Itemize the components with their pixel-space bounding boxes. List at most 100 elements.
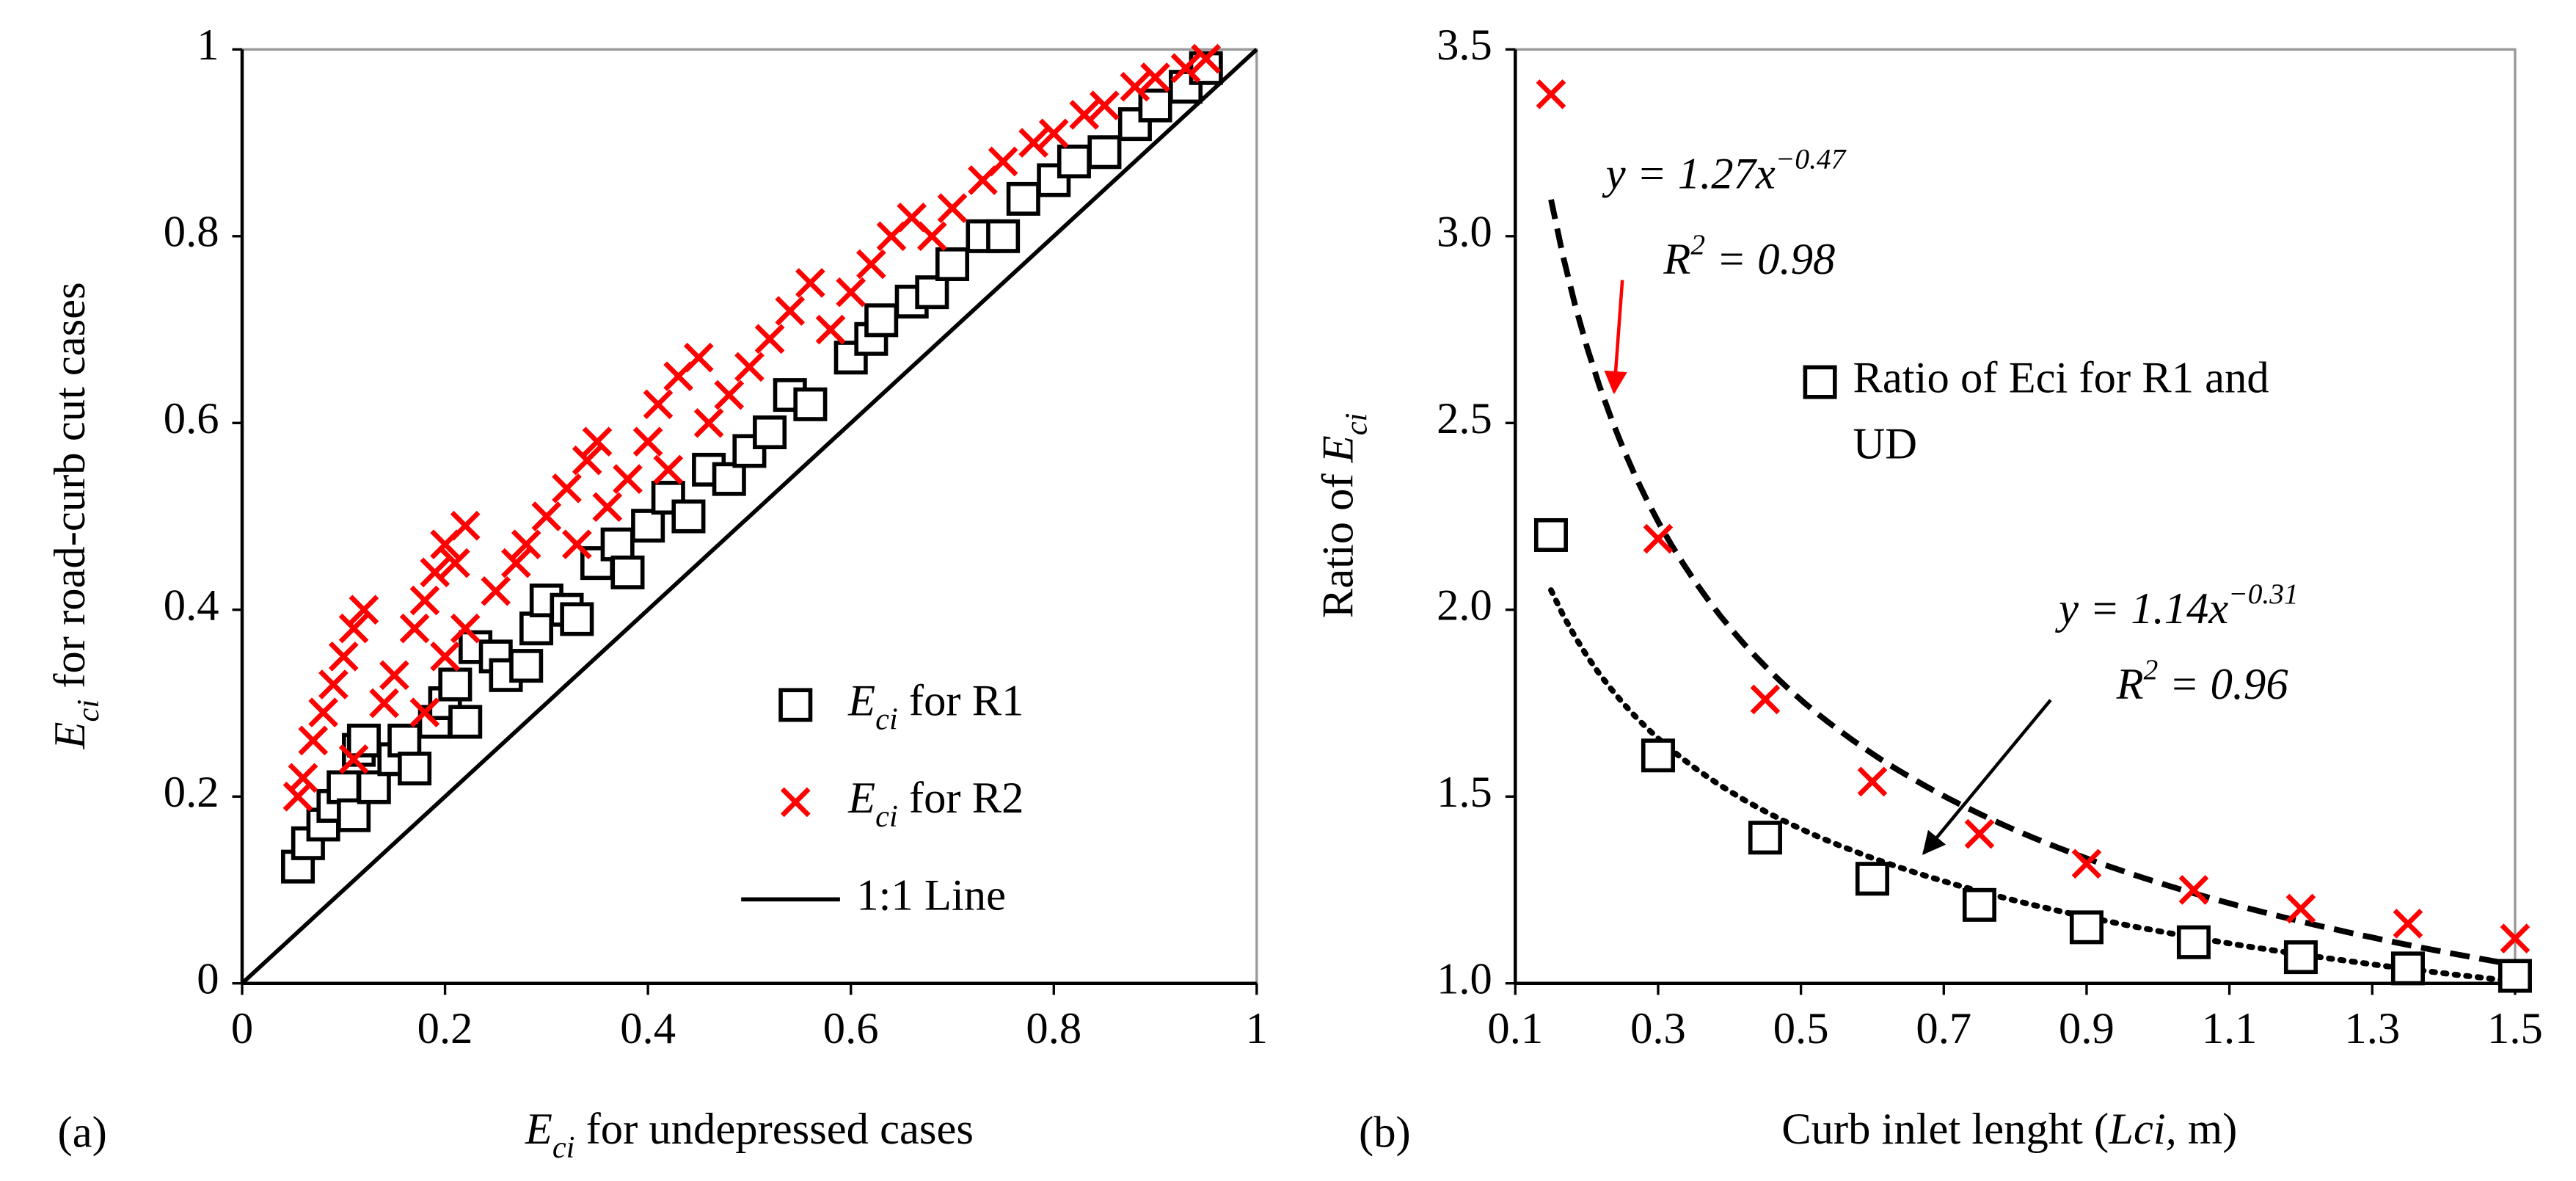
marker-x <box>592 492 623 523</box>
marker-square <box>560 602 594 636</box>
marker-x <box>338 744 369 774</box>
marker-square <box>509 649 544 683</box>
y-tick-label: 2.5 <box>1437 394 1492 443</box>
marker-x <box>349 595 379 625</box>
text-part: y = 1.27x <box>1602 149 1776 198</box>
trendline <box>1548 587 2518 984</box>
legend-label: Eci for R1 <box>847 676 1024 736</box>
x-tick-label: 1.3 <box>2344 1004 2400 1053</box>
y-tick-label: 1.0 <box>1437 955 1492 1004</box>
marker-square <box>793 387 828 421</box>
annotation-arrow <box>1922 699 2052 855</box>
legend-label: 1:1 Line <box>856 871 1006 920</box>
marker-x <box>288 763 318 793</box>
text-part: m) <box>2177 1105 2237 1154</box>
x-tick-label: 0 <box>231 1004 253 1053</box>
text-part: ci <box>875 702 898 737</box>
y-tick-label: 3.0 <box>1437 208 1492 257</box>
marker-square <box>2069 910 2104 945</box>
marker-square <box>1087 135 1122 170</box>
marker-square <box>2283 940 2318 975</box>
x-axis-title: Eci for undepressed cases <box>525 1105 974 1165</box>
marker-square <box>519 611 554 646</box>
text-part: E <box>45 722 95 749</box>
text-part: for road-curb cut cases <box>45 282 95 699</box>
trendline-equation: y = 1.14x−0.31 <box>2054 578 2299 633</box>
y-tick-label: 0.2 <box>164 768 219 817</box>
text-part: ci <box>875 799 898 834</box>
panel-label: (a) <box>58 1108 107 1157</box>
marker-square <box>986 219 1021 253</box>
marker-x <box>1170 53 1201 84</box>
marker-x <box>775 296 806 326</box>
y-tick-label: 0 <box>197 955 219 1004</box>
marker-square <box>357 770 391 804</box>
text-part: R <box>2116 660 2144 709</box>
marker-x <box>561 529 592 560</box>
panel-label: (b) <box>1359 1108 1411 1157</box>
marker-x <box>856 249 886 280</box>
marker-x <box>409 697 440 728</box>
marker-x <box>511 529 541 560</box>
marker-x <box>572 445 602 476</box>
trendline-equation: y = 1.27x−0.47 <box>1602 142 1847 198</box>
marker-x <box>552 473 582 504</box>
marker-square <box>631 509 665 543</box>
text-part: 2 <box>1690 228 1705 261</box>
marker-square <box>1006 181 1040 216</box>
marker-x <box>795 268 825 298</box>
marker-x <box>988 146 1018 177</box>
text-part: ci <box>71 699 106 722</box>
marker-x <box>937 193 968 223</box>
marker-x <box>420 557 450 588</box>
x-tick-label: 1 <box>1246 1004 1268 1053</box>
text-part: = 0.96 <box>2158 660 2288 709</box>
x-tick-label: 0.5 <box>1773 1004 1829 1053</box>
marker-x <box>450 613 481 644</box>
marker-x <box>613 464 643 494</box>
marker-square <box>610 555 645 589</box>
marker-square <box>833 341 868 375</box>
marker-square <box>1057 145 1091 179</box>
y-tick-label: 1 <box>197 21 219 70</box>
marker-x <box>2500 923 2531 953</box>
marker-square <box>1533 517 1568 552</box>
marker-x <box>501 548 531 578</box>
marker-x <box>1191 43 1222 74</box>
marker-x <box>836 277 866 308</box>
x-tick-label: 0.4 <box>620 1004 676 1053</box>
marker-square <box>1641 738 1675 773</box>
marker-x <box>643 389 674 420</box>
marker-square <box>398 752 432 786</box>
legend-label: Eci for R2 <box>847 774 1024 834</box>
marker-x <box>328 642 359 672</box>
text-part: Ratio of <box>1313 462 1362 618</box>
marker-x <box>683 342 714 373</box>
x-tick-label: 0.3 <box>1630 1004 1686 1053</box>
x-tick-label: 0.6 <box>823 1004 879 1053</box>
legend-label: Ratio of Eci for R1 and <box>1853 354 2269 403</box>
annotation-arrow <box>1604 280 1627 395</box>
text-part: 2 <box>2144 653 2159 686</box>
marker-x <box>2178 875 2209 905</box>
marker-x <box>2285 893 2316 924</box>
marker-x <box>734 352 765 382</box>
marker-x <box>450 510 481 541</box>
text-part: Lci, <box>2108 1105 2177 1154</box>
marker-x <box>632 426 663 457</box>
text-part: E <box>847 676 875 725</box>
marker-square <box>1962 887 1996 922</box>
marker-square <box>753 415 787 450</box>
text-part: E <box>847 774 875 823</box>
y-tick-label: 2.0 <box>1437 581 1492 631</box>
y-tick-label: 0.6 <box>164 394 219 443</box>
marker-square <box>448 705 483 739</box>
marker-x <box>693 407 724 438</box>
marker-square <box>671 499 706 534</box>
marker-x <box>2071 848 2102 879</box>
marker-x <box>369 688 399 719</box>
marker-x <box>1750 684 1781 715</box>
text-part: for R2 <box>898 774 1024 823</box>
marker-x <box>2393 908 2423 939</box>
